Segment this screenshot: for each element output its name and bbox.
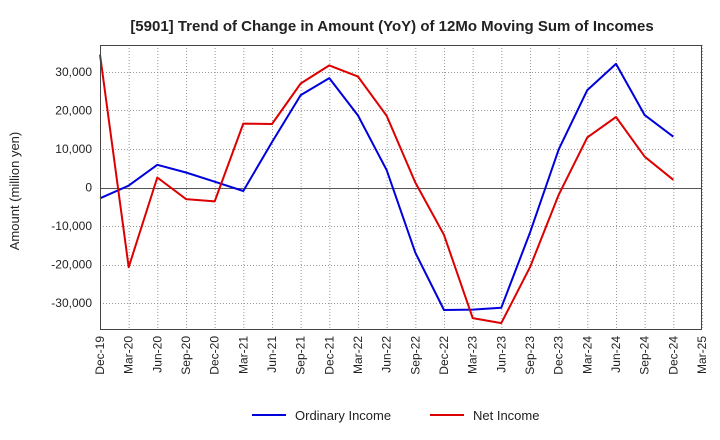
y-tick-labels: -30,000 -20,000 -10,000 0 10,000 20,000 30,000: [51, 65, 92, 310]
chart-title: [5901] Trend of Change in Amount (YoY) o…: [130, 18, 653, 35]
x-tick-label: Jun-21: [265, 336, 279, 373]
x-tick-label: Dec-21: [322, 336, 336, 375]
legend: Ordinary Income Net Income: [252, 408, 539, 423]
x-tick-label: Jun-22: [380, 336, 394, 373]
plot-frame: [100, 45, 702, 330]
x-tick-label: Sep-22: [408, 336, 422, 375]
y-tick-label: 10,000: [55, 142, 92, 156]
x-tick-label: Sep-21: [294, 336, 308, 375]
y-axis-label: Amount (million yen): [7, 132, 22, 251]
x-tick-label: Dec-19: [93, 336, 107, 375]
y-tick-label: -20,000: [51, 258, 92, 272]
x-tick-label: Sep-20: [179, 336, 193, 375]
series-lines: [99, 54, 674, 325]
x-tick-label: Dec-22: [437, 336, 451, 375]
y-tick-label: 30,000: [55, 65, 92, 79]
y-tick-label: 20,000: [55, 103, 92, 117]
x-tick-label: Mar-22: [351, 336, 365, 374]
y-tick-label: -30,000: [51, 296, 92, 310]
legend-label: Ordinary Income: [295, 408, 391, 423]
y-tick-label: 0: [85, 181, 92, 195]
x-tick-label: Jun-24: [609, 336, 623, 373]
x-tick-label: Mar-25: [695, 336, 709, 374]
x-tick-label: Mar-23: [466, 336, 480, 374]
plot-frame: [100, 45, 702, 330]
x-tick-label: Jun-23: [494, 336, 508, 373]
grid: [100, 45, 703, 330]
x-tick-label: Dec-24: [666, 336, 680, 375]
series-line-net-income: [99, 54, 674, 325]
legend-label: Net Income: [473, 408, 539, 423]
x-tick-label: Mar-20: [122, 336, 136, 374]
y-tick-label: -10,000: [51, 219, 92, 233]
x-tick-label: Sep-23: [523, 336, 537, 375]
x-tick-label: Dec-20: [208, 336, 222, 375]
x-tick-label: Mar-24: [580, 336, 594, 374]
series-line-ordinary-income: [99, 62, 674, 311]
x-tick-label: Sep-24: [638, 336, 652, 375]
x-tick-label: Jun-20: [150, 336, 164, 373]
x-tick-label: Dec-23: [552, 336, 566, 375]
x-tick-label: Mar-21: [236, 336, 250, 374]
x-tick-labels: Dec-19 Mar-20 Jun-20 Sep-20 Dec-20 Mar-21 Jun-…: [93, 336, 709, 375]
